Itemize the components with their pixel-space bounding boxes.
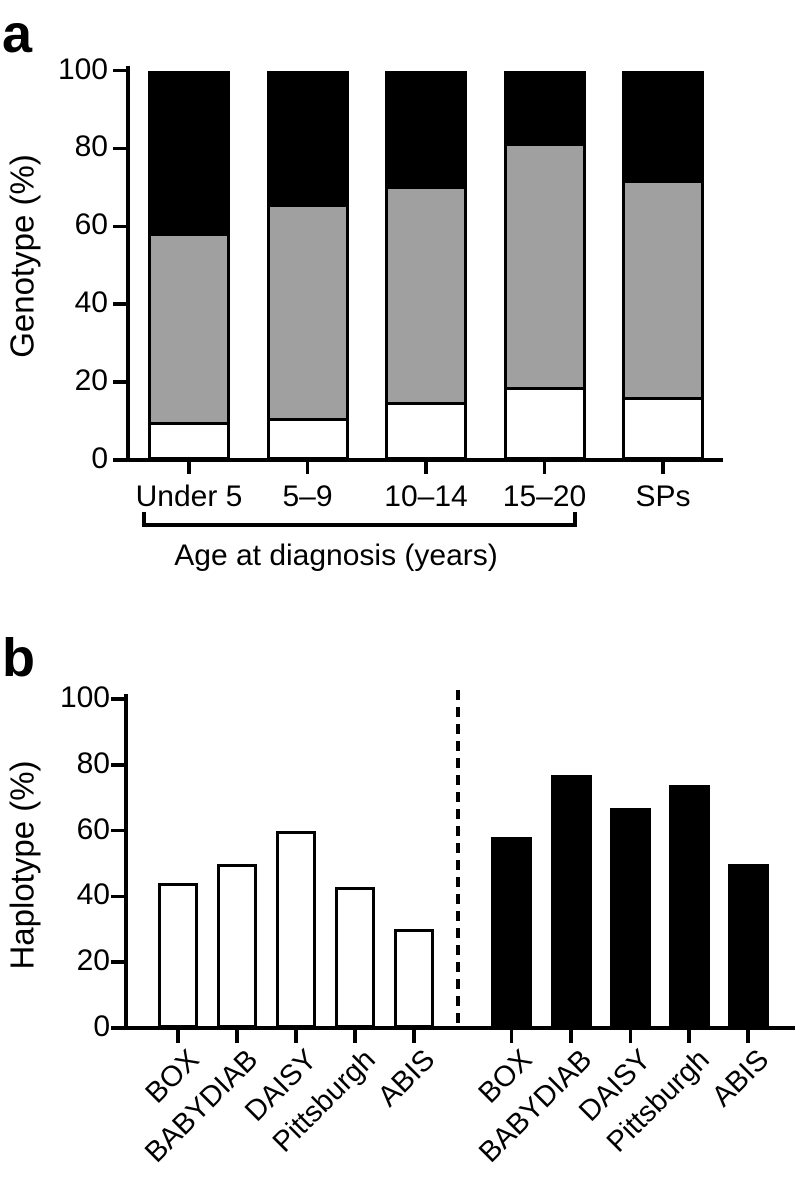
panel-a-x-tick-label: 15–20 [502, 480, 587, 513]
bar-under-5-gray-segment [151, 233, 227, 457]
panel-b-x-tick [569, 1030, 573, 1043]
bar-white-daisy [276, 830, 316, 1028]
bar-5-9 [266, 70, 349, 460]
age-bracket-left-stub [142, 512, 146, 527]
bar-white-abis [394, 929, 434, 1028]
panel-b-y-tick-label: 80 [76, 746, 110, 780]
panel-a-x-tick [542, 460, 547, 474]
panel-b-x-tick [176, 1030, 180, 1043]
bar-10-14 [385, 70, 467, 460]
panel-a-x-tick-label: Under 5 [135, 480, 243, 513]
panel-a-y-axis [126, 66, 130, 462]
bar-15-20 [503, 70, 586, 460]
panel-b-x-tick [746, 1030, 750, 1043]
bar-15-20-white-segment [506, 386, 583, 457]
panel-b-x-axis [124, 1026, 795, 1030]
bar-white-box [158, 883, 198, 1028]
age-bracket-right-stub [573, 512, 577, 527]
bar-black-daisy [610, 807, 651, 1028]
bar-black-abis [727, 863, 769, 1028]
panel-a-y-axis-title: Genotype (%) [3, 154, 41, 358]
panel-b-y-tick [111, 763, 124, 767]
panel-b-x-tick [687, 1030, 691, 1043]
bar-black-babydiab [550, 774, 592, 1028]
panel-b-x-tick-label: ABIS [705, 1043, 776, 1113]
panel-a-y-tick-label: 100 [57, 52, 108, 86]
panel-b-y-tick [111, 960, 124, 964]
panel-b-y-axis [124, 694, 128, 1030]
panel-b-x-tick [628, 1030, 633, 1043]
panel-a-y-tick [113, 68, 126, 73]
group-divider-dashed-line [455, 690, 460, 1028]
panel-a-x-tick-label: SPs [635, 480, 691, 513]
panel-b-x-tick-label: ABIS [371, 1043, 442, 1113]
bar-white-babydiab [217, 863, 257, 1028]
panel-a-y-tick-label: 40 [74, 285, 108, 319]
panel-b-x-tick [235, 1030, 239, 1043]
panel-b-y-tick-label: 60 [76, 812, 110, 846]
bar-sps [622, 70, 704, 460]
panel-a-y-tick [113, 380, 126, 384]
panel-a-y-tick-label: 80 [74, 130, 108, 164]
panel-a-x-tick [187, 460, 191, 474]
panel-b-y-tick [111, 894, 124, 899]
bar-black-pittsburgh [668, 784, 710, 1028]
panel-a-y-tick-label: 0 [91, 441, 108, 475]
panel-b-y-axis-title: Haplotype (%) [3, 760, 41, 970]
panel-b-label: b [2, 628, 35, 688]
age-bracket-line [142, 523, 577, 527]
bar-white-pittsburgh [335, 886, 375, 1028]
panel-b-y-tick-label: 40 [76, 878, 110, 912]
bar-under-5 [148, 70, 230, 460]
bar-10-14-white-segment [388, 402, 464, 457]
panel-a-x-tick [661, 460, 665, 474]
panel-a-x-axis-title: Age at diagnosis (years) [174, 539, 498, 572]
bar-5-9-white-segment [269, 418, 346, 457]
panel-a-x-tick [305, 460, 310, 474]
panel-b-y-tick [111, 828, 124, 833]
panel-a-x-tick-label: 5–9 [282, 480, 333, 513]
panel-b-x-tick [509, 1030, 514, 1043]
panel-b-y-tick [111, 1026, 124, 1030]
panel-b-y-tick-label: 20 [76, 943, 110, 977]
panel-a-y-tick [113, 458, 126, 462]
panel-a-x-tick-label: 10–14 [384, 480, 468, 513]
panel-b-x-tick [412, 1030, 416, 1043]
panel-b-y-tick [111, 697, 124, 701]
panel-b-y-tick-label: 100 [59, 680, 110, 714]
bar-black-box [491, 837, 532, 1028]
panel-a-x-tick [424, 460, 428, 474]
panel-a-y-tick [113, 146, 126, 151]
panel-a-y-tick [113, 224, 126, 229]
panel-a-y-tick-label: 20 [74, 363, 108, 397]
panel-a-y-tick [113, 302, 126, 306]
panel-a-label: a [2, 4, 33, 64]
panel-b-x-tick [353, 1030, 357, 1043]
panel-a-x-axis [126, 458, 723, 462]
bar-5-9-gray-segment [269, 203, 346, 457]
panel-a-y-tick-label: 60 [74, 208, 108, 242]
bar-under-5-white-segment [151, 421, 227, 457]
panel-b-y-tick-label: 0 [93, 1009, 110, 1043]
bar-sps-white-segment [625, 396, 701, 457]
panel-b-x-tick [294, 1030, 298, 1043]
